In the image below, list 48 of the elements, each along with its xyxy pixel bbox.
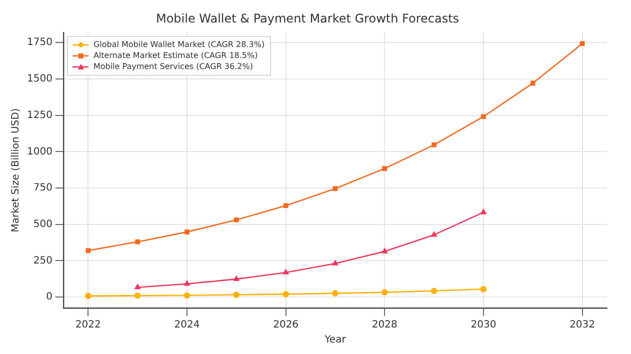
point [86, 248, 91, 253]
point [184, 230, 190, 234]
y-tick-label: 0 [46, 292, 52, 303]
point [135, 239, 140, 244]
legend-label: Mobile Payment Services (CAGR 36.2%) [93, 62, 253, 71]
point [382, 248, 388, 254]
point [431, 232, 437, 237]
point [184, 280, 190, 286]
point [332, 186, 338, 192]
point [234, 217, 239, 222]
y-tick-label: 1000 [26, 146, 52, 158]
point [530, 80, 536, 86]
x-tick-label: 2022 [75, 320, 101, 331]
point [332, 260, 338, 266]
legend-label: Alternate Market Estimate (CAGR 18.5%) [93, 50, 258, 60]
point [382, 166, 388, 171]
point [481, 114, 486, 120]
x-axis-title: Year [324, 334, 347, 346]
point [432, 142, 436, 148]
point [85, 292, 92, 300]
point [282, 269, 289, 274]
y-tick-label: 500 [33, 218, 52, 230]
legend-label: Global Mobile Wallet Market (CAGR 28.3%) [93, 40, 265, 49]
y-tick-label: 1500 [26, 74, 52, 85]
point [480, 286, 487, 292]
x-tick-label: 2032 [570, 320, 596, 331]
point [233, 292, 240, 298]
point [381, 289, 388, 296]
y-tick-label: 750 [33, 182, 52, 194]
x-tick-label: 2026 [273, 320, 299, 331]
point [480, 209, 486, 214]
y-tick-label: 1750 [26, 37, 52, 48]
point [332, 290, 338, 296]
point [234, 276, 240, 281]
x-tick-label: 2028 [372, 320, 398, 331]
point [283, 203, 288, 208]
x-tick-label: 2030 [470, 320, 496, 331]
chart-title: Mobile Wallet & Payment Market Growth Forecasts [156, 11, 460, 26]
x-tick-label: 2024 [174, 320, 200, 331]
point [184, 292, 190, 298]
y-axis-title: Market Size (Billion USD) [10, 108, 22, 232]
point [282, 291, 289, 298]
y-tick-label: 1250 [26, 110, 52, 121]
point [134, 292, 141, 299]
point [134, 284, 140, 290]
point [580, 41, 585, 46]
y-tick-label: 250 [33, 255, 52, 266]
point [430, 288, 438, 294]
